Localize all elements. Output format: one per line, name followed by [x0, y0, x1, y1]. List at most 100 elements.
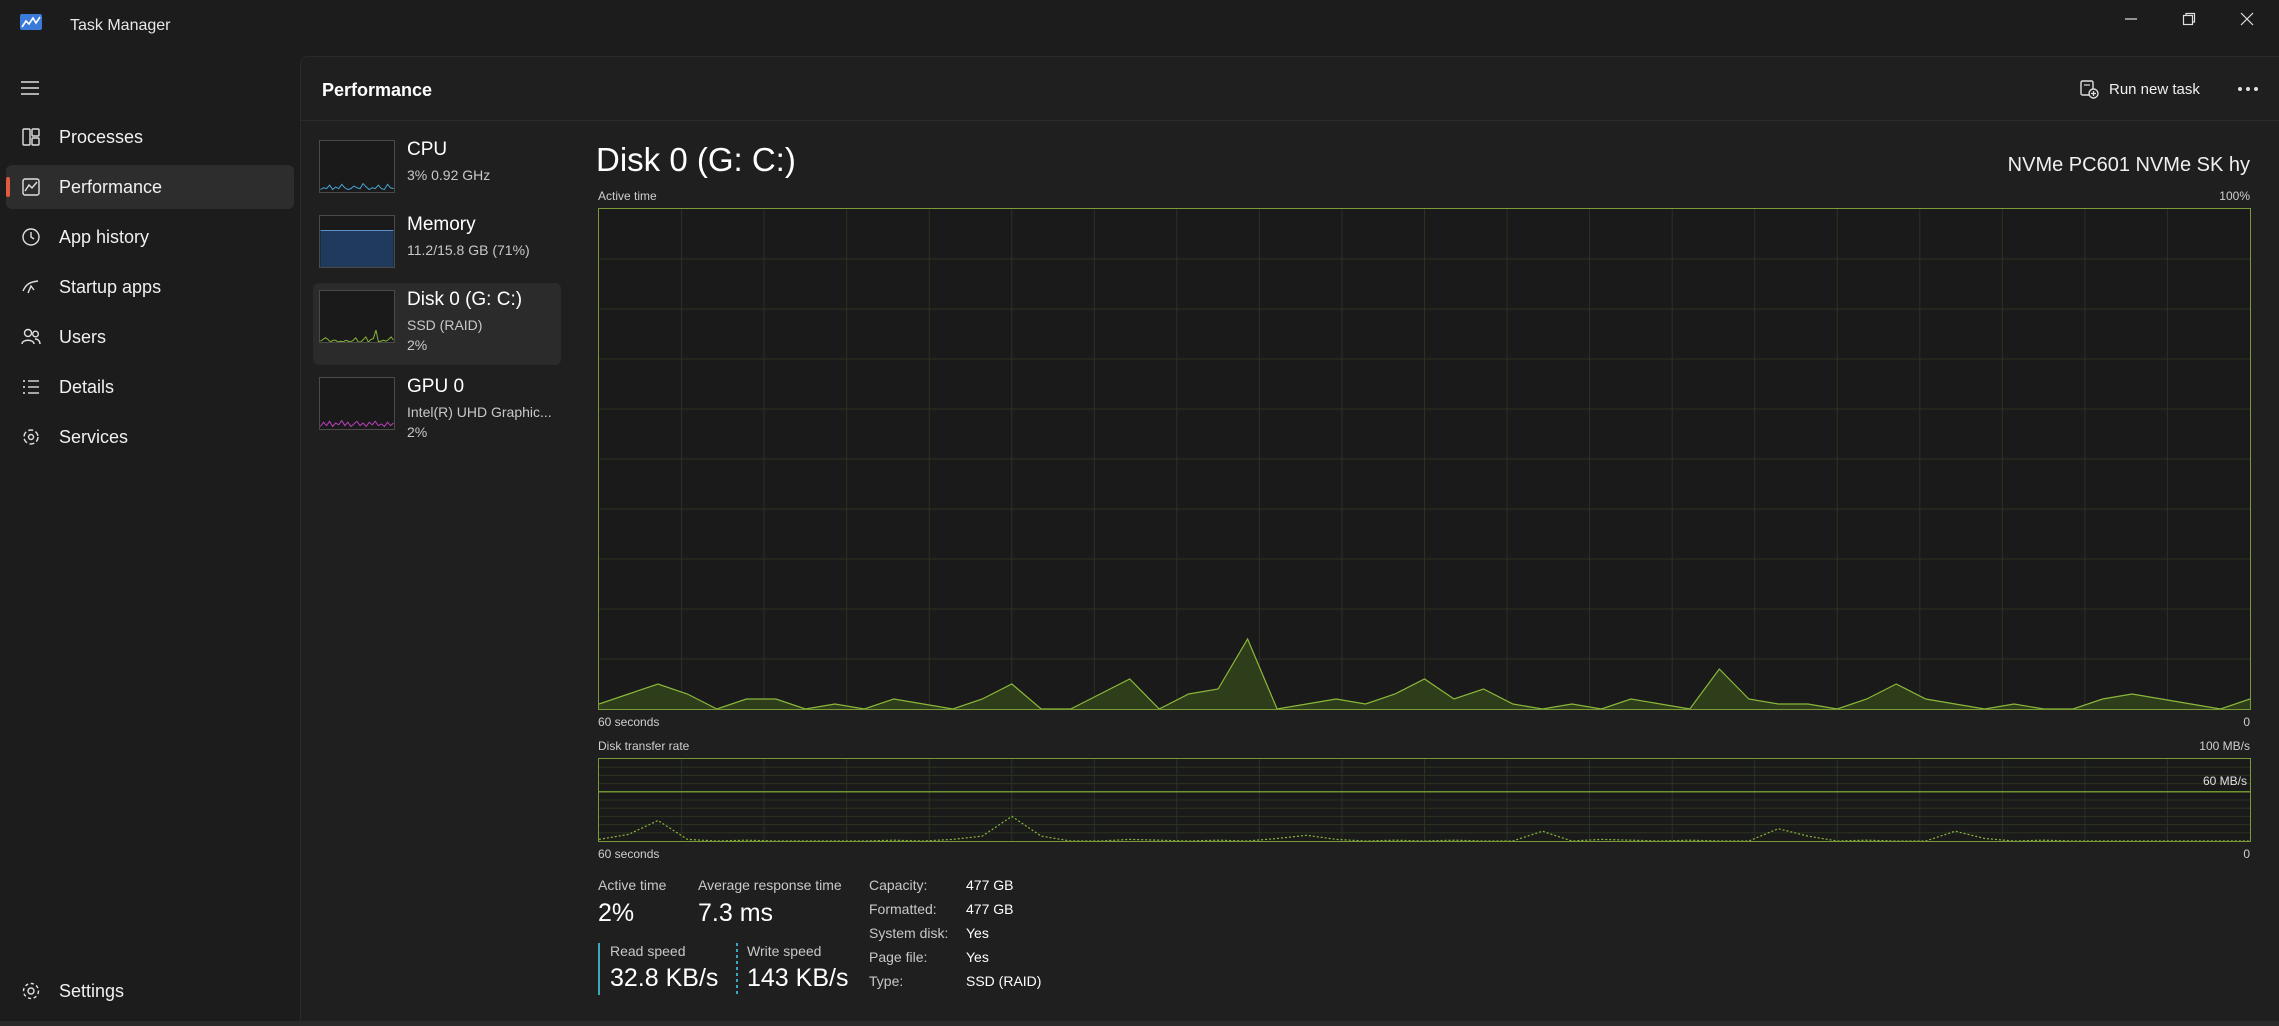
services-icon [23, 429, 39, 445]
active-time-stat-label: Active time [598, 877, 667, 893]
task-manager-app-icon [20, 14, 42, 30]
transfer-chart-max: 100 MB/s [2199, 739, 2250, 753]
active-indicator [6, 177, 10, 197]
active-time-x-right: 0 [2243, 715, 2250, 729]
read-speed-value: 32.8 KB/s [610, 964, 719, 992]
run-task-icon [2080, 80, 2099, 99]
device-stats: 11.2/15.8 GB (71%) [407, 242, 530, 258]
prop-page-file-label: Page file: [869, 949, 928, 965]
nav-label-startup-apps: Startup apps [59, 277, 162, 297]
transfer-rate-line [599, 815, 2250, 841]
nav-item-users[interactable]: Users [6, 315, 294, 359]
nav-item-startup-apps[interactable]: Startup apps [6, 265, 294, 309]
device-stats: 3% 0.92 GHz [407, 167, 491, 183]
active-time-chart-max: 100% [2219, 189, 2250, 203]
write-speed-label: Write speed [747, 943, 822, 959]
active-time-graph [599, 209, 2250, 709]
avg-response-label: Average response time [698, 877, 842, 893]
more-options-button[interactable] [2231, 75, 2265, 103]
nav-item-details[interactable]: Details [6, 365, 294, 409]
avg-response-value: 7.3 ms [698, 899, 774, 927]
read-speed-indicator [598, 943, 600, 995]
prop-capacity-label: Capacity: [869, 877, 928, 893]
processes-icon [22, 128, 40, 146]
nav-label-performance: Performance [59, 177, 163, 197]
transfer-chart-label: Disk transfer rate [598, 739, 690, 753]
close-button[interactable] [2218, 0, 2276, 38]
transfer-x-left: 60 seconds [598, 847, 660, 861]
device-item-cpu[interactable]: CPU 3% 0.92 GHz [313, 133, 561, 215]
window-title: Task Manager [70, 17, 171, 34]
prop-formatted-label: Formatted: [869, 901, 937, 917]
nav-label-app-history: App history [59, 227, 150, 247]
memory-thumbnail-graph [319, 215, 395, 268]
navigation-pane: Processes Performance App history Startu… [0, 56, 300, 1026]
transfer-rate-chart: 60 MB/s [598, 758, 2251, 842]
active-time-line [599, 637, 2250, 709]
nav-item-processes[interactable]: Processes [6, 115, 294, 159]
nav-label-details: Details [59, 377, 115, 397]
restore-icon [2182, 12, 2196, 26]
device-name: Disk 0 (G: C:) [407, 289, 523, 310]
users-icon [21, 328, 41, 345]
device-item-memory[interactable]: Memory 11.2/15.8 GB (71%) [313, 208, 561, 290]
device-usage: 2% [407, 337, 428, 353]
nav-item-app-history[interactable]: App history [6, 215, 294, 259]
details-icon [23, 380, 39, 394]
prop-type-label: Type: [869, 973, 904, 989]
prop-formatted-value: 477 GB [966, 901, 1014, 917]
prop-page-file-value: Yes [966, 949, 989, 965]
write-speed-value: 143 KB/s [747, 964, 849, 992]
nav-label-users: Users [59, 327, 107, 347]
transfer-x-right: 0 [2243, 847, 2250, 861]
prop-system-disk-label: System disk: [869, 925, 949, 941]
hamburger-menu-icon[interactable] [18, 78, 42, 98]
disk-thumbnail-graph [319, 290, 395, 343]
prop-type-value: SSD (RAID) [966, 973, 1042, 989]
write-speed-indicator [736, 943, 738, 995]
disk-title: Disk 0 (G: C:) [596, 141, 796, 178]
nav-item-performance[interactable]: Performance [6, 165, 294, 209]
nav-item-settings[interactable]: Settings [6, 969, 294, 1013]
nav-label-processes: Processes [59, 127, 144, 147]
more-icon [2238, 87, 2258, 91]
active-time-stat-value: 2% [598, 899, 635, 927]
prop-system-disk-value: Yes [966, 925, 989, 941]
restore-button[interactable] [2160, 0, 2218, 38]
close-icon [2240, 12, 2254, 26]
active-time-x-left: 60 seconds [598, 715, 660, 729]
run-new-task-button[interactable]: Run new task [2079, 73, 2200, 105]
page-title: Performance [322, 80, 433, 100]
transfer-line-label: 60 MB/s [2202, 774, 2247, 788]
device-model: Intel(R) UHD Graphic... [407, 404, 552, 420]
read-speed-label: Read speed [610, 943, 686, 959]
history-icon [22, 228, 40, 246]
nav-label-services: Services [59, 427, 129, 447]
minimize-button[interactable] [2102, 0, 2160, 38]
active-time-area [599, 639, 2250, 709]
device-item-disk-0[interactable]: Disk 0 (G: C:) SSD (RAID) 2% [313, 283, 561, 365]
cpu-thumbnail-graph [319, 140, 395, 193]
device-name: Memory [407, 214, 476, 235]
page-header: Performance Run new task [301, 57, 2279, 121]
disk-model: NVMe PC601 NVMe SK hy [2007, 154, 2250, 176]
nav-label-settings: Settings [59, 981, 125, 1001]
gpu-thumbnail-graph [319, 377, 395, 430]
active-time-chart-label: Active time [598, 189, 657, 203]
device-usage: 2% [407, 424, 428, 440]
active-time-chart [598, 208, 2251, 710]
device-name: CPU [407, 139, 448, 160]
minimize-icon [2125, 18, 2137, 20]
device-item-gpu-0[interactable]: GPU 0 Intel(R) UHD Graphic... 2% [313, 370, 561, 452]
startup-icon [22, 280, 39, 294]
performance-icon [22, 178, 40, 196]
gear-icon [22, 982, 40, 1000]
main-panel: Performance Run new task CPU 3% 0.92 GHz [300, 56, 2279, 1021]
run-new-task-label: Run new task [2109, 80, 2200, 98]
prop-capacity-value: 477 GB [966, 877, 1014, 893]
title-bar: Task Manager [0, 0, 2279, 56]
nav-item-services[interactable]: Services [6, 415, 294, 459]
transfer-rate-graph [599, 759, 2250, 841]
bottom-border [0, 1021, 2279, 1026]
device-type: SSD (RAID) [407, 317, 483, 333]
